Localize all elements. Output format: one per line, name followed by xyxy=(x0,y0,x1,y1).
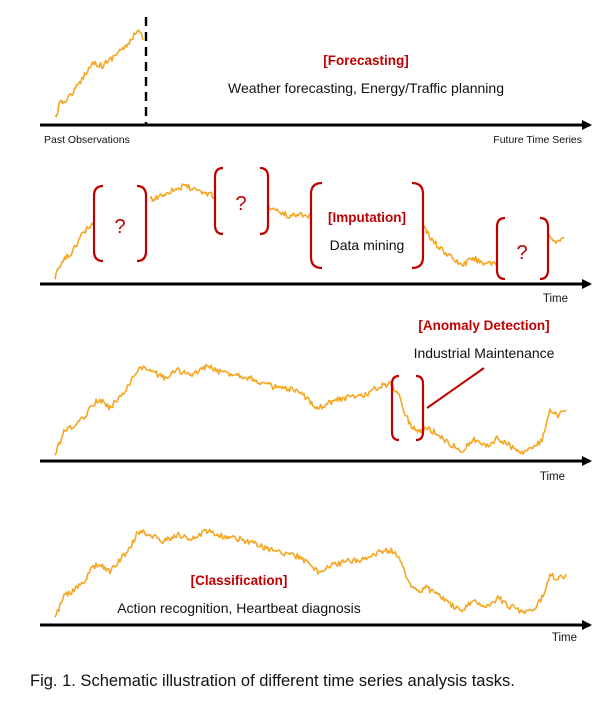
missing-segment-1: ? xyxy=(92,184,148,263)
missing-mark: ? xyxy=(235,193,246,215)
right-bracket xyxy=(415,374,425,442)
left-bracket xyxy=(495,216,506,281)
panel-classification: Time [Classification] Action recognition… xyxy=(40,528,592,644)
right-bracket xyxy=(411,181,425,270)
anomaly-bracket xyxy=(390,374,425,442)
panel-imputation: Time ? ? [Imputation] Data mining ? xyxy=(40,166,592,305)
anomaly-axis-label: Time xyxy=(540,471,565,483)
anomaly-series-line xyxy=(54,363,567,456)
right-bracket xyxy=(136,184,148,263)
left-bracket xyxy=(390,374,400,442)
anomaly-title: [Anomaly Detection] xyxy=(418,318,549,333)
imputation-title: [Imputation] xyxy=(328,210,406,225)
imputation-series-line xyxy=(54,183,565,280)
imputation-subtitle: Data mining xyxy=(330,237,405,253)
past-observations-label: Past Observations xyxy=(44,134,130,146)
forecast-subtitle: Weather forecasting, Energy/Traffic plan… xyxy=(228,80,504,96)
right-bracket xyxy=(539,216,550,281)
left-bracket xyxy=(213,166,224,236)
anomaly-subtitle: Industrial Maintenance xyxy=(414,345,555,361)
imputation-label-bracket xyxy=(309,181,425,270)
forecast-series-line xyxy=(54,29,144,118)
classification-series-line xyxy=(54,528,567,618)
classification-title: [Classification] xyxy=(191,573,288,588)
missing-mark: ? xyxy=(516,242,527,264)
classification-subtitle: Action recognition, Heartbeat diagnosis xyxy=(117,600,361,616)
left-bracket xyxy=(309,181,323,270)
forecast-title: [Forecasting] xyxy=(323,53,409,68)
right-bracket xyxy=(259,166,270,236)
panel-anomaly: Time [Anomaly Detection] Industrial Main… xyxy=(40,318,592,483)
missing-segment-3: ? xyxy=(495,216,550,281)
imputation-axis-label: Time xyxy=(543,293,568,305)
missing-segment-2: ? xyxy=(213,166,270,236)
anomaly-pointer-line xyxy=(426,367,485,409)
figure-caption: Fig. 1. Schematic illustration of differ… xyxy=(30,672,515,690)
classification-axis-label: Time xyxy=(552,632,577,644)
missing-mark: ? xyxy=(114,216,125,238)
future-time-series-label: Future Time Series xyxy=(493,134,582,146)
left-bracket xyxy=(92,184,104,263)
panel-forecasting: [Forecasting] Weather forecasting, Energ… xyxy=(40,17,592,146)
